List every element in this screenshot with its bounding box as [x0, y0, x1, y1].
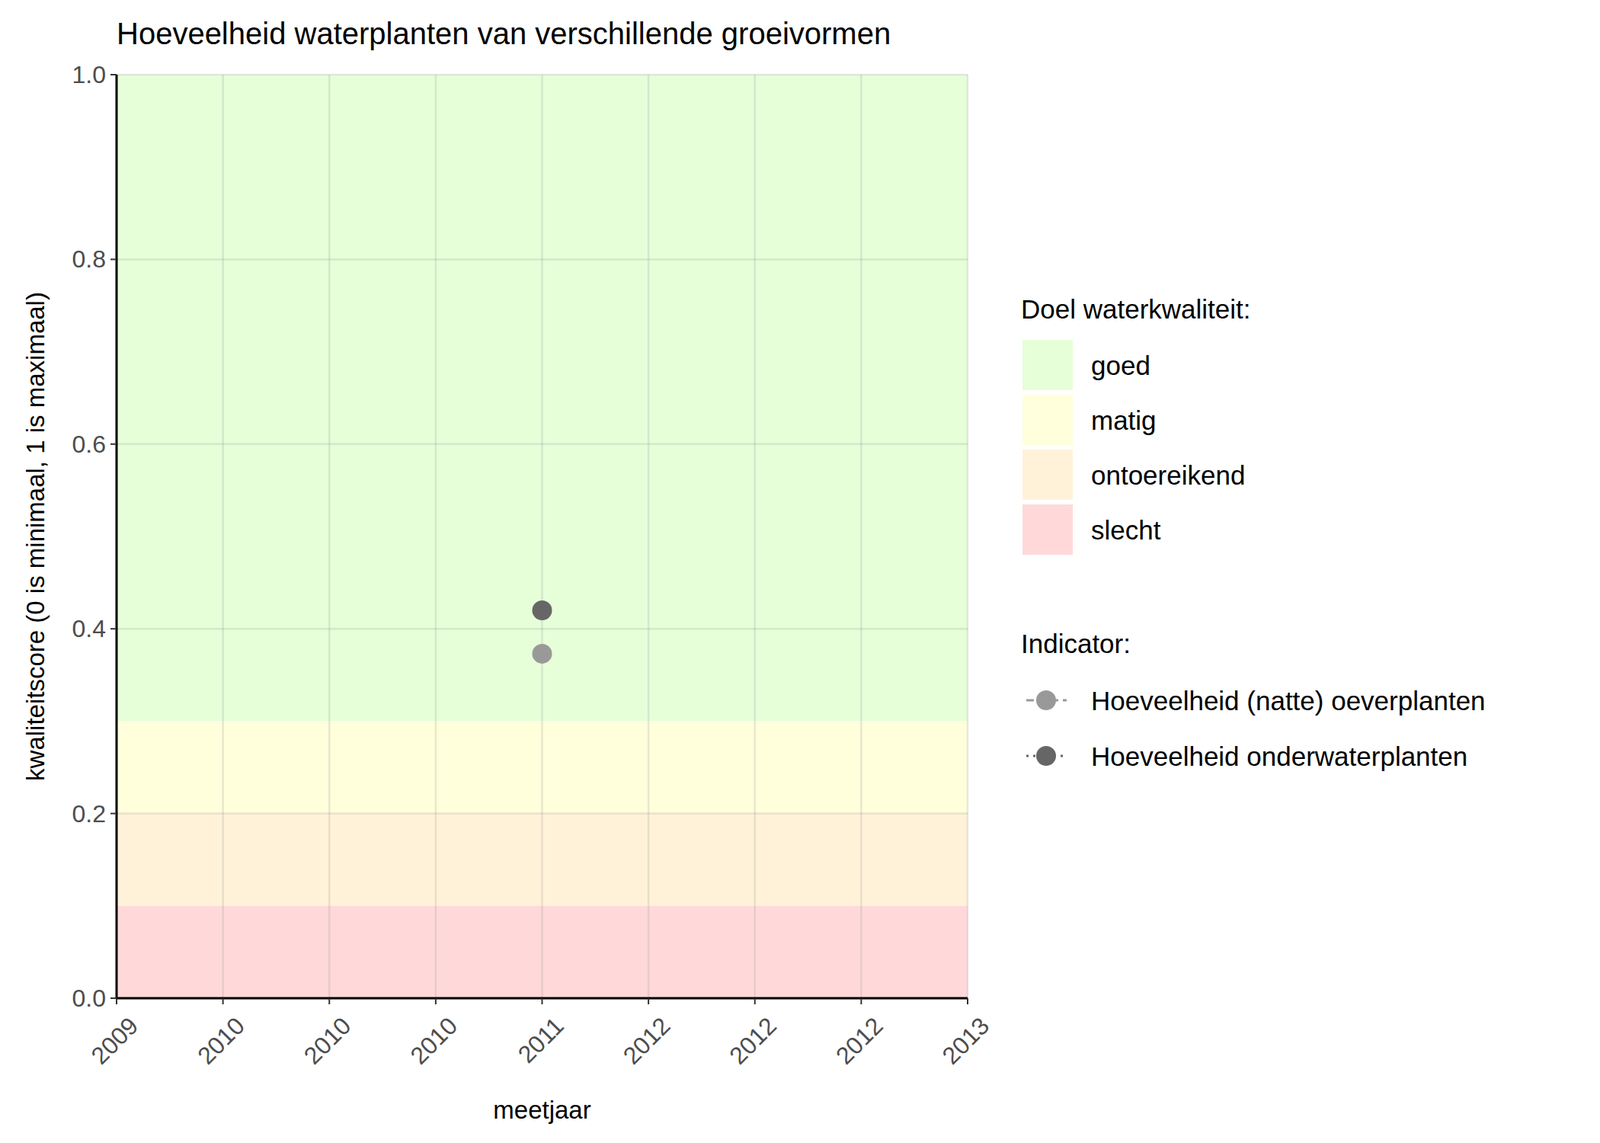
x-tick-label: 2013	[937, 1011, 996, 1070]
legend-title: Indicator:	[1020, 628, 1131, 659]
grid-line	[115, 74, 119, 999]
bands	[116, 74, 968, 999]
grid-line	[966, 74, 970, 999]
x-tick	[115, 998, 118, 1005]
y-tick-label: 0.8	[72, 245, 106, 273]
legend-title: Doel waterkwaliteit:	[1020, 294, 1252, 324]
y-tick-label: 0.6	[72, 430, 106, 458]
x-tick	[435, 998, 437, 1005]
legend-swatch	[1022, 394, 1073, 445]
legend-swatch	[1022, 504, 1073, 555]
series-group	[532, 600, 553, 664]
legend-label: Hoeveelheid onderwaterplanten	[1091, 741, 1468, 772]
x-tick-label: 2010	[298, 1011, 357, 1070]
x-tick-label: 2011	[512, 1011, 570, 1069]
y-tick	[110, 997, 117, 999]
x-tick	[328, 998, 330, 1005]
x-axis-title: meetjaar	[492, 1095, 591, 1124]
x-tick	[860, 998, 862, 1005]
x-tick	[754, 998, 756, 1005]
y-tick	[110, 258, 117, 260]
x-tick	[222, 998, 224, 1005]
y-tick	[110, 73, 117, 76]
legend-marker	[1036, 745, 1056, 766]
legend-swatch	[1022, 339, 1073, 391]
grid-line	[860, 74, 863, 999]
legend-label: ontoereikend	[1091, 460, 1245, 490]
grid-line	[647, 74, 650, 999]
data-point	[532, 643, 553, 664]
y-tick-label: 0.0	[72, 984, 106, 1012]
legend-marker	[1036, 690, 1056, 711]
x-tick-label: 2012	[617, 1011, 676, 1070]
x-tick-label: 2009	[86, 1011, 144, 1070]
y-tick-label: 0.4	[72, 614, 106, 643]
x-tick	[966, 998, 969, 1005]
x-tick-label: 2010	[404, 1011, 463, 1070]
y-tick-label: 0.2	[72, 800, 106, 828]
data-point	[532, 600, 553, 621]
grid-line	[435, 74, 438, 999]
y-tick	[110, 443, 117, 445]
grid-line	[540, 74, 544, 999]
x-tick-label: 2012	[830, 1011, 889, 1070]
y-tick-label: 1.0	[72, 60, 106, 89]
grid-line	[754, 74, 757, 999]
y-tick	[110, 812, 117, 815]
y-axis-title: kwaliteitscore (0 is minimaal, 1 is maxi…	[21, 291, 50, 781]
x-tick	[647, 998, 650, 1005]
legend-label: goed	[1091, 350, 1151, 381]
y-axis-line	[115, 74, 119, 999]
grid-line	[221, 74, 224, 999]
x-tick-label: 2012	[723, 1011, 782, 1070]
legend-swatch	[1022, 449, 1073, 500]
y-tick	[110, 627, 117, 630]
grid-line	[328, 74, 331, 999]
x-tick	[541, 998, 544, 1005]
chart-title: Hoeveelheid waterplanten van verschillen…	[116, 16, 891, 51]
legend-label: slecht	[1091, 515, 1162, 545]
x-tick-label: 2010	[192, 1011, 250, 1070]
legend-label: Hoeveelheid (natte) oeverplanten	[1091, 685, 1486, 716]
chart: 0.0 0.2 0.4 0.6 0.8 1.0 2009 2010 2010 2010 2011 20…	[0, 0, 1600, 1143]
legend-label: matig	[1091, 405, 1157, 436]
background	[0, 0, 1600, 1143]
